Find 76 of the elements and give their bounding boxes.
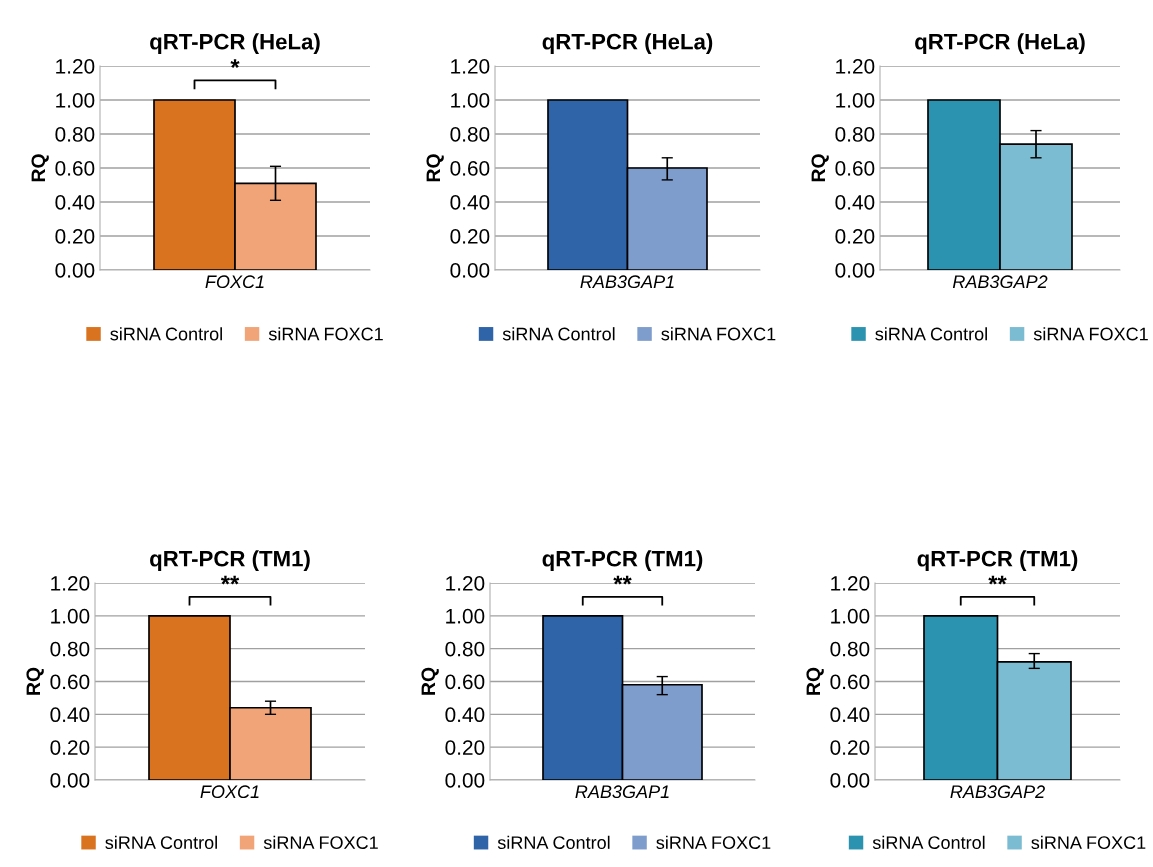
y-tick-label: 0.80 [450,127,490,142]
y-tick-label: 0.00 [450,263,490,278]
y-tick-label: 0.80 [835,127,875,142]
legend-label: siRNA Control [110,327,222,341]
y-tick-label: 1.00 [446,608,485,624]
y-tick-label: 0.20 [830,740,870,755]
y-tick-label: 0.20 [835,229,875,244]
legend-label: siRNA Control [502,327,615,341]
y-tick-label: 0.80 [55,127,95,142]
y-tick-label: 0.00 [835,263,875,278]
y-tick-label: 0.60 [835,161,875,176]
y-tick-label: 0.40 [50,707,90,723]
x-tick-label: RAB3GAP2 [952,275,1048,289]
y-tick-label: 0.80 [445,641,485,657]
y-axis-title: RQ [806,667,824,695]
y-tick-label: 0.60 [445,674,485,690]
y-tick-label: 0.00 [830,773,870,788]
y-tick-label: 0.00 [445,773,485,788]
y-tick-label: 0.60 [450,161,490,176]
y-tick-label: 1.00 [831,608,870,624]
y-tick-label: 0.60 [50,674,90,690]
annotation: ** [220,575,240,585]
y-tick-label: 0.80 [50,641,90,657]
y-tick-label: 1.00 [51,608,90,624]
y-tick-label: 0.20 [445,740,485,755]
y-tick-label: 0.40 [450,195,490,210]
legend-label: siRNA FOXC1 [268,327,383,341]
annotation: * [230,59,240,68]
legend-label: siRNA Control [105,835,217,850]
y-tick-label: 0.40 [830,707,870,723]
legend-label: siRNA FOXC1 [1031,835,1146,850]
y-tick-label: 1.20 [836,59,875,74]
legend-label: siRNA Control [872,835,985,850]
chart-title: qRT-PCR (HeLa) [915,33,1085,54]
annotation: ** [988,575,1007,585]
y-tick-label: 0.60 [830,674,870,690]
y-tick-label: 0.20 [55,229,95,244]
y-tick-label: 0.40 [835,195,875,210]
y-tick-label: 0.40 [55,195,95,210]
y-tick-label: 0.00 [55,263,95,278]
legend-label: siRNA FOXC1 [661,327,776,341]
y-axis-title: RQ [426,154,444,182]
y-tick-label: 1.20 [831,576,870,591]
annotation: ** [613,575,632,585]
legend-label: siRNA Control [875,327,987,341]
y-tick-label: 1.00 [836,93,875,108]
y-tick-label: 0.20 [50,740,90,755]
legend-label: siRNA Control [497,835,610,850]
chart-title: qRT-PCR (HeLa) [150,33,320,54]
y-axis-title: RQ [811,154,829,182]
y-tick-label: 1.00 [451,93,490,108]
x-tick-label: RAB3GAP1 [580,275,674,289]
legend-label: siRNA FOXC1 [263,835,378,850]
x-tick-label: RAB3GAP2 [950,785,1045,799]
x-tick-label: FOXC1 [205,275,264,289]
y-axis-title: RQ [31,154,49,182]
chart-title: qRT-PCR (TM1) [542,550,703,571]
y-tick-label: 1.20 [51,576,90,591]
legend-label: siRNA FOXC1 [1033,327,1148,341]
y-tick-label: 1.20 [446,576,485,591]
x-tick-label: FOXC1 [200,785,259,799]
y-tick-label: 0.60 [55,161,95,176]
y-axis-title: RQ [26,667,44,695]
y-tick-label: 0.40 [445,707,485,723]
y-tick-label: 1.00 [56,93,95,108]
y-tick-label: 0.00 [50,773,90,788]
x-tick-label: RAB3GAP1 [575,785,669,799]
y-axis-title: RQ [421,667,439,695]
chart-title: qRT-PCR (TM1) [150,550,310,571]
chart-title: qRT-PCR (HeLa) [542,33,713,54]
y-tick-label: 1.20 [451,59,490,74]
chart-title: qRT-PCR (TM1) [917,550,1078,571]
y-tick-label: 0.80 [830,641,870,657]
legend-label: siRNA FOXC1 [656,835,771,850]
y-tick-label: 0.20 [450,229,490,244]
y-tick-label: 1.20 [56,59,95,74]
